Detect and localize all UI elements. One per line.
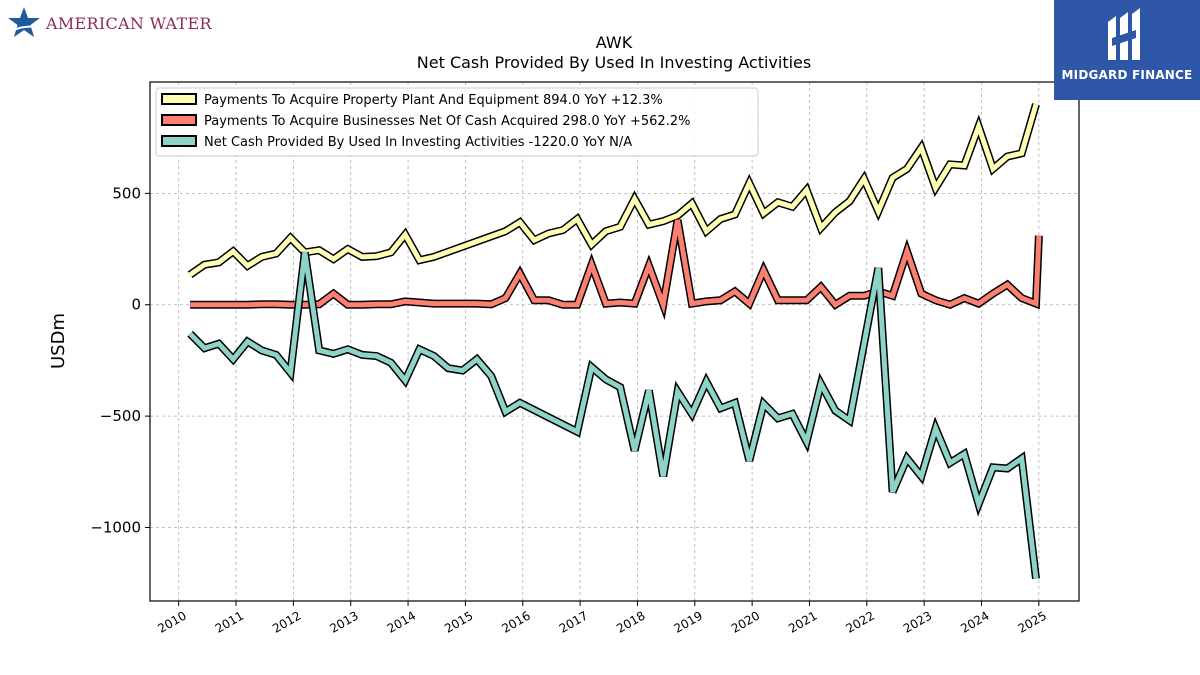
series-core	[190, 219, 1042, 315]
american-water-logo-text: AMERICAN WATER	[46, 13, 212, 33]
x-tick-label: 2016	[499, 608, 532, 635]
legend-label: Net Cash Provided By Used In Investing A…	[204, 135, 632, 150]
x-tick-label: 2021	[786, 608, 819, 635]
series-line-2	[190, 219, 1043, 321]
legend-label: Payments To Acquire Property Plant And E…	[204, 93, 663, 108]
x-tick-label: 2015	[442, 608, 475, 635]
x-tick-label: 2018	[614, 608, 647, 635]
midgard-finance-logo-text: MIDGARD FINANCE	[1061, 68, 1193, 82]
x-tick-label: 2025	[1016, 608, 1049, 635]
legend-swatch	[161, 114, 197, 126]
legend-label: Payments To Acquire Businesses Net Of Ca…	[204, 114, 690, 129]
x-tick-label: 2012	[270, 608, 303, 635]
legend-swatch	[161, 93, 197, 105]
series-core	[188, 252, 1039, 579]
grid-layer	[150, 82, 1079, 601]
legend-box	[155, 87, 759, 157]
x-tick-label: 2014	[385, 608, 418, 635]
series-core	[188, 103, 1039, 277]
midgard-finance-logo: MIDGARD FINANCE	[1054, 0, 1200, 100]
american-water-logo: AMERICAN WATER	[6, 6, 212, 40]
series-layer	[187, 103, 1043, 580]
series-line-3	[187, 251, 1040, 580]
midgard-mark-icon	[1108, 8, 1140, 60]
x-tick-label: 2010	[155, 608, 188, 635]
legend-swatch	[161, 135, 197, 147]
x-tick-label: 2020	[729, 608, 762, 635]
y-axis-label: USDm	[48, 313, 69, 369]
x-tick-label: 2011	[213, 608, 246, 635]
y-tick-label: −1000	[90, 518, 141, 536]
chart-subtitle: Net Cash Provided By Used In Investing A…	[417, 53, 811, 72]
series-line-1	[187, 103, 1040, 278]
legend-entries: Payments To Acquire Property Plant And E…	[161, 93, 690, 150]
x-tick-label: 2019	[671, 608, 704, 635]
x-tick-label: 2023	[901, 608, 934, 635]
x-tick-label: 2017	[557, 608, 590, 635]
plot-frame	[149, 81, 1080, 602]
x-tick-label: 2022	[844, 608, 877, 635]
y-tick-label: −500	[100, 407, 141, 425]
x-tick-label: 2013	[327, 608, 360, 635]
star-logo-icon	[8, 7, 41, 37]
legend: Payments To Acquire Property Plant And E…	[155, 87, 759, 157]
y-tick-label: 0	[131, 296, 141, 314]
y-tick-label: 500	[112, 184, 141, 202]
x-tick-label: 2024	[958, 608, 991, 635]
chart-title: AWK	[596, 33, 633, 52]
